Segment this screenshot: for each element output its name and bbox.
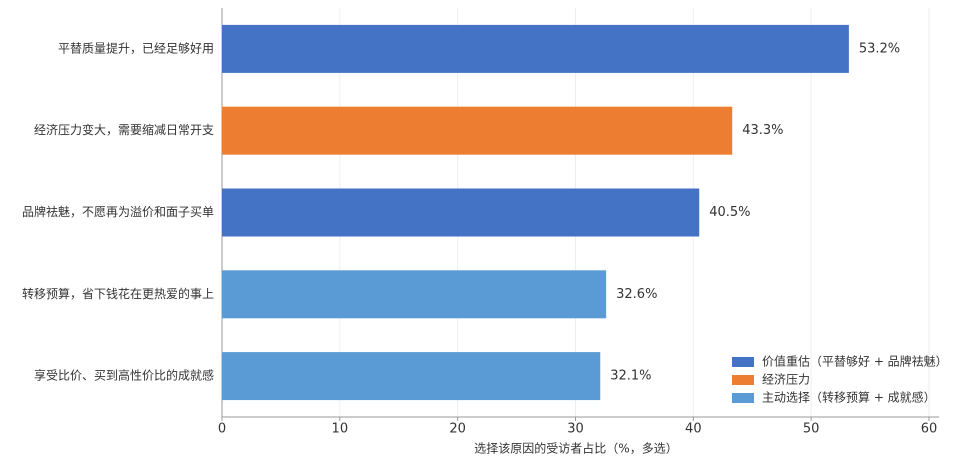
legend-label: 经济压力 xyxy=(762,372,810,387)
value-label: 53.2% xyxy=(859,41,900,56)
legend-swatch xyxy=(732,375,754,385)
y-tick-label: 品牌祛魅，不愿再为溢价和面子买单 xyxy=(22,204,214,219)
bar xyxy=(222,24,849,73)
y-tick-label: 经济压力变大，需要缩减日常开支 xyxy=(34,122,214,137)
x-tick-label: 0 xyxy=(218,422,226,437)
y-tick-label: 平替质量提升，已经足够好用 xyxy=(58,40,214,55)
x-tick-label: 50 xyxy=(803,422,820,437)
legend-swatch xyxy=(732,357,754,367)
x-tick-label: 10 xyxy=(332,422,349,437)
value-label: 43.3% xyxy=(742,123,783,138)
legend-label: 价值重估（平替够好 + 品牌祛魅） xyxy=(762,354,948,369)
value-label: 40.5% xyxy=(709,205,750,220)
y-tick-label: 享受比价、买到高性价比的成就感 xyxy=(34,368,214,383)
x-axis-label: 选择该原因的受访者占比（%，多选） xyxy=(474,441,677,456)
x-tick-label: 30 xyxy=(567,422,584,437)
x-tick-label: 60 xyxy=(921,422,938,437)
bar xyxy=(222,106,733,155)
x-tick-label: 20 xyxy=(449,422,466,437)
value-label: 32.6% xyxy=(616,287,657,302)
legend-swatch xyxy=(732,393,754,403)
x-tick-label: 40 xyxy=(685,422,702,437)
legend-label: 主动选择（转移预算 + 成就感） xyxy=(762,390,936,405)
value-label: 32.1% xyxy=(610,369,651,384)
bar xyxy=(222,352,601,401)
y-tick-label: 转移预算，省下钱花在更热爱的事上 xyxy=(22,286,214,301)
bar xyxy=(222,188,700,237)
bar xyxy=(222,270,607,319)
